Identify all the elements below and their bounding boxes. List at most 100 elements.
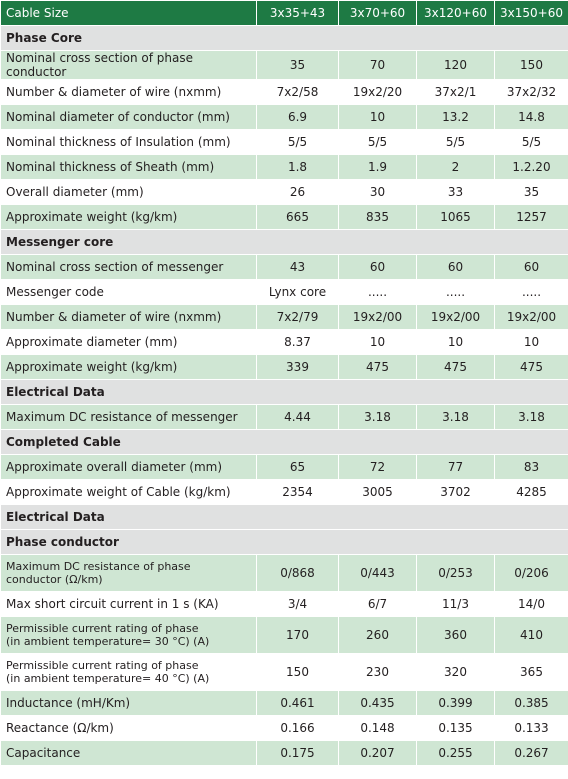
row-value: 475: [338, 354, 417, 380]
row-value: .....: [416, 279, 495, 305]
row-label-line: Permissible current rating of phase: [6, 622, 199, 635]
row-value: 19x2/20: [338, 79, 417, 105]
row-value: 8.37: [256, 329, 339, 355]
row-label-line: Maximum DC resistance of phase: [6, 560, 191, 573]
section-row: Electrical Data: [0, 504, 568, 530]
row-label: Max short circuit current in 1 s (KA): [0, 591, 257, 617]
row-label: Permissible current rating of phase (in a…: [0, 616, 257, 654]
row-value: 19x2/00: [338, 304, 417, 330]
row-value: 0/443: [338, 554, 417, 592]
table-body: Phase Core Nominal cross section of phase…: [0, 25, 568, 766]
row-label: Nominal cross section of phase conductor: [0, 50, 257, 80]
row-label: Maximum DC resistance of phase conductor …: [0, 554, 257, 592]
row-value: 0.385: [494, 690, 568, 716]
header-row: Cable Size 3x35+43 3x70+60 3x120+60 3x15…: [0, 0, 568, 26]
row-value: 1.2.20: [494, 154, 568, 180]
table-row: Nominal diameter of conductor (mm) 6.9 10 1…: [0, 104, 568, 130]
row-value: 120: [416, 50, 495, 80]
row-label: Nominal thickness of Sheath (mm): [0, 154, 257, 180]
row-value: 30: [338, 179, 417, 205]
row-value: 72: [338, 454, 417, 480]
row-label: Number & diameter of wire (nxmm): [0, 79, 257, 105]
section-title: Completed Cable: [0, 429, 568, 455]
row-value: 3.18: [416, 404, 495, 430]
table-row: Permissible current rating of phase (in a…: [0, 616, 568, 654]
row-value: 0/868: [256, 554, 339, 592]
row-label: Approximate overall diameter (mm): [0, 454, 257, 480]
row-value: 320: [416, 653, 495, 691]
row-value: 10: [338, 329, 417, 355]
header-column: 3x150+60: [494, 0, 568, 26]
row-value: 37x2/32: [494, 79, 568, 105]
table-row: Overall diameter (mm) 26 30 33 35: [0, 179, 568, 205]
row-value: 13.2: [416, 104, 495, 130]
row-label: Number & diameter of wire (nxmm): [0, 304, 257, 330]
table-row: Inductance (mH/Km) 0.461 0.435 0.399 0.385: [0, 690, 568, 716]
row-label-line: Permissible current rating of phase: [6, 659, 199, 672]
section-row: Phase conductor: [0, 529, 568, 555]
table-row: Nominal cross section of messenger 43 60 60…: [0, 254, 568, 280]
row-label: Capacitance: [0, 740, 257, 766]
row-label: Reactance (Ω/km): [0, 715, 257, 741]
section-title: Messenger core: [0, 229, 568, 255]
row-value: 0.148: [338, 715, 417, 741]
row-value: 1.8: [256, 154, 339, 180]
row-label: Inductance (mH/Km): [0, 690, 257, 716]
row-value: 65: [256, 454, 339, 480]
row-value: 5/5: [256, 129, 339, 155]
row-value: 0.461: [256, 690, 339, 716]
row-label: Messenger code: [0, 279, 257, 305]
row-value: 7x2/58: [256, 79, 339, 105]
row-value: 6/7: [338, 591, 417, 617]
header-label: Cable Size: [0, 0, 257, 26]
row-value: 0.435: [338, 690, 417, 716]
row-value: 3005: [338, 479, 417, 505]
table-row: Messenger code Lynx core...............: [0, 279, 568, 305]
section-title: Phase conductor: [0, 529, 568, 555]
table-row: Permissible current rating of phase (in a…: [0, 653, 568, 691]
table-row: Approximate weight of Cable (kg/km) 2354 3…: [0, 479, 568, 505]
row-value: 14/0: [494, 591, 568, 617]
row-value: 11/3: [416, 591, 495, 617]
row-value: 5/5: [338, 129, 417, 155]
row-value: 35: [256, 50, 339, 80]
row-label-line: (in ambient temperature= 40 °C) (A): [6, 672, 210, 685]
row-value: 339: [256, 354, 339, 380]
section-row: Phase Core: [0, 25, 568, 51]
table-row: Capacitance 0.175 0.207 0.255 0.267: [0, 740, 568, 766]
row-value: 4285: [494, 479, 568, 505]
section-row: Messenger core: [0, 229, 568, 255]
section-title: Electrical Data: [0, 504, 568, 530]
row-label: Nominal diameter of conductor (mm): [0, 104, 257, 130]
row-value: 0/253: [416, 554, 495, 592]
row-value: 835: [338, 204, 417, 230]
row-value: 2: [416, 154, 495, 180]
row-value: 150: [494, 50, 568, 80]
table-row: Maximum DC resistance of phase conductor …: [0, 554, 568, 592]
table-row: Number & diameter of wire (nxmm) 7x2/79 19…: [0, 304, 568, 330]
row-value: 35: [494, 179, 568, 205]
row-value: 1.9: [338, 154, 417, 180]
row-value: 365: [494, 653, 568, 691]
row-value: 83: [494, 454, 568, 480]
table-row: Number & diameter of wire (nxmm) 7x2/58 19…: [0, 79, 568, 105]
table-row: Approximate diameter (mm) 8.37 10 10 10: [0, 329, 568, 355]
row-value: 60: [338, 254, 417, 280]
row-value: 6.9: [256, 104, 339, 130]
table-row: Reactance (Ω/km) 0.166 0.148 0.135 0.133: [0, 715, 568, 741]
table-row: Approximate weight (kg/km) 339 475 475 475: [0, 354, 568, 380]
row-value: 150: [256, 653, 339, 691]
section-title: Phase Core: [0, 25, 568, 51]
row-label: Approximate diameter (mm): [0, 329, 257, 355]
table-row: Nominal cross section of phase conductor…: [0, 50, 568, 80]
row-value: 1065: [416, 204, 495, 230]
row-label: Approximate weight (kg/km): [0, 354, 257, 380]
row-value: .....: [338, 279, 417, 305]
row-label-line: (in ambient temperature= 30 °C) (A): [6, 635, 210, 648]
row-value: 2354: [256, 479, 339, 505]
row-value: 0.166: [256, 715, 339, 741]
row-value: 0.175: [256, 740, 339, 766]
row-label: Nominal cross section of messenger: [0, 254, 257, 280]
row-value: 0.133: [494, 715, 568, 741]
